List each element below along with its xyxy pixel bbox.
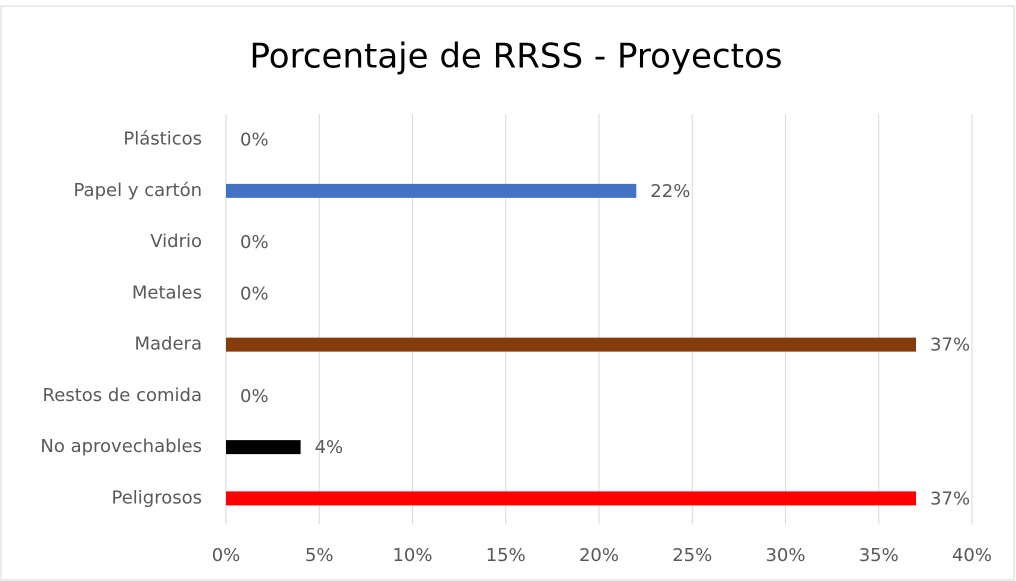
bar xyxy=(226,337,917,352)
value-label: 0% xyxy=(240,130,269,151)
x-tick-label: 10% xyxy=(392,545,432,566)
chart-title: Porcentaje de RRSS - Proyectos xyxy=(250,37,783,77)
y-tick-label: Metales xyxy=(132,282,202,303)
y-tick-label: Plásticos xyxy=(123,129,202,150)
value-label: 0% xyxy=(240,386,269,407)
value-label: 22% xyxy=(650,181,690,202)
x-tick-label: 25% xyxy=(672,545,712,566)
y-tick-label: Madera xyxy=(135,334,203,355)
x-tick-label: 5% xyxy=(305,545,334,566)
y-tick-label: Papel y cartón xyxy=(74,180,202,201)
y-tick-label: No aprovechables xyxy=(40,436,202,457)
x-tick-label: 15% xyxy=(486,545,526,566)
value-label: 0% xyxy=(240,283,269,304)
y-tick-label: Vidrio xyxy=(150,231,202,252)
bar xyxy=(226,491,917,506)
bar xyxy=(226,440,301,455)
y-tick-label: Restos de comida xyxy=(43,385,202,406)
x-tick-label: 40% xyxy=(952,545,992,566)
x-tick-label: 20% xyxy=(579,545,619,566)
x-tick-label: 30% xyxy=(765,545,805,566)
value-label: 37% xyxy=(930,488,970,509)
x-tick-label: 35% xyxy=(859,545,899,566)
value-label: 0% xyxy=(240,232,269,253)
value-label: 37% xyxy=(930,335,970,356)
y-tick-label: Peligrosos xyxy=(111,487,202,508)
chart-frame xyxy=(0,5,1015,581)
bar xyxy=(226,183,637,198)
x-tick-label: 0% xyxy=(212,545,241,566)
value-label: 4% xyxy=(315,437,344,458)
